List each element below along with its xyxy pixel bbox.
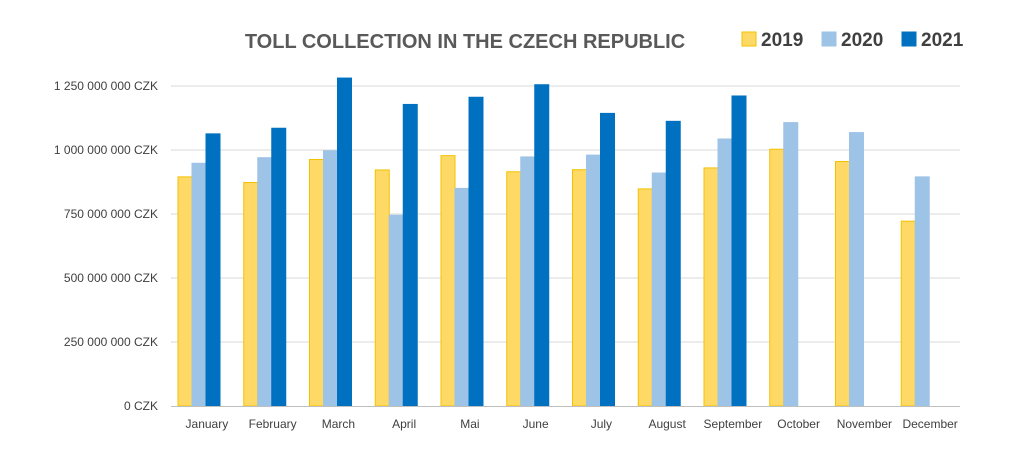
- x-tick-label: February: [249, 417, 297, 431]
- x-tick-label: July: [591, 417, 612, 431]
- bar-2020-december: [914, 176, 930, 407]
- bar-2021-september: [731, 95, 747, 407]
- legend-label-2019: 2019: [761, 30, 803, 51]
- bar-2021-august: [665, 120, 681, 407]
- y-tick-label: 1 000 000 000 CZK: [54, 143, 158, 157]
- legend-swatch-2021: [901, 31, 917, 47]
- x-axis-tick-labels: January February March April Mai June July Augu…: [186, 417, 958, 431]
- y-tick-label: 750 000 000 CZK: [64, 207, 158, 221]
- bar-2019-december: [900, 220, 916, 407]
- bar-2019-september: [703, 167, 719, 407]
- bar-2021-june: [534, 84, 550, 407]
- y-tick-label: 0 CZK: [124, 399, 158, 413]
- y-axis-tick-labels: 0 CZK 250 000 000 CZK 500 000 000 CZK 750 0…: [54, 79, 158, 413]
- bar-2019-april: [374, 169, 390, 407]
- legend: 2019 2020 2021: [741, 30, 964, 51]
- x-tick-label: Mai: [460, 417, 479, 431]
- x-tick-label: March: [322, 417, 355, 431]
- bars: [177, 77, 930, 407]
- bar-2019-march: [309, 158, 324, 407]
- bar-2019-october: [769, 148, 785, 407]
- gridlines: [171, 85, 960, 343]
- y-tick-label: 500 000 000 CZK: [64, 271, 158, 285]
- x-tick-label: October: [777, 417, 820, 431]
- bar-2020-june: [520, 156, 536, 407]
- bar-2019-july: [572, 169, 587, 407]
- bar-2021-april: [402, 103, 418, 407]
- bar-2021-february: [271, 127, 287, 407]
- bar-2019-june: [506, 171, 522, 407]
- bar-2019-november: [835, 161, 850, 407]
- bar-2019-mai: [440, 155, 456, 407]
- bar-2019-august: [637, 188, 653, 407]
- legend-label-2021: 2021: [921, 30, 964, 51]
- bar-2020-august: [651, 172, 667, 407]
- x-tick-label: August: [648, 417, 686, 431]
- bar-2019-january: [177, 176, 193, 407]
- bar-2020-january: [191, 162, 207, 407]
- legend-swatch-2019: [741, 31, 757, 47]
- bar-2020-february: [257, 157, 273, 407]
- x-tick-label: January: [186, 417, 229, 431]
- y-tick-label: 250 000 000 CZK: [64, 335, 158, 349]
- bar-2020-november: [849, 132, 864, 407]
- bar-2020-april: [388, 214, 404, 407]
- legend-label-2020: 2020: [841, 30, 883, 51]
- bar-2020-september: [717, 138, 733, 407]
- x-tick-label: November: [837, 417, 892, 431]
- bar-2020-july: [586, 154, 601, 407]
- x-tick-label: September: [704, 417, 763, 431]
- bar-2020-mai: [454, 187, 470, 407]
- x-tick-label: June: [523, 417, 549, 431]
- bar-2021-july: [600, 112, 615, 407]
- y-tick-label: 1 250 000 000 CZK: [54, 79, 158, 93]
- bar-2021-march: [337, 77, 352, 407]
- legend-swatch-2020: [821, 31, 837, 47]
- x-tick-label: April: [392, 417, 416, 431]
- bar-2019-february: [243, 182, 259, 407]
- x-tick-label: December: [902, 417, 957, 431]
- bar-2021-mai: [468, 96, 484, 407]
- bar-2020-march: [323, 150, 338, 407]
- chart-title: TOLL COLLECTION IN THE CZECH REPUBLIC: [245, 31, 685, 53]
- bar-2021-january: [205, 133, 221, 407]
- bar-2020-october: [783, 122, 799, 407]
